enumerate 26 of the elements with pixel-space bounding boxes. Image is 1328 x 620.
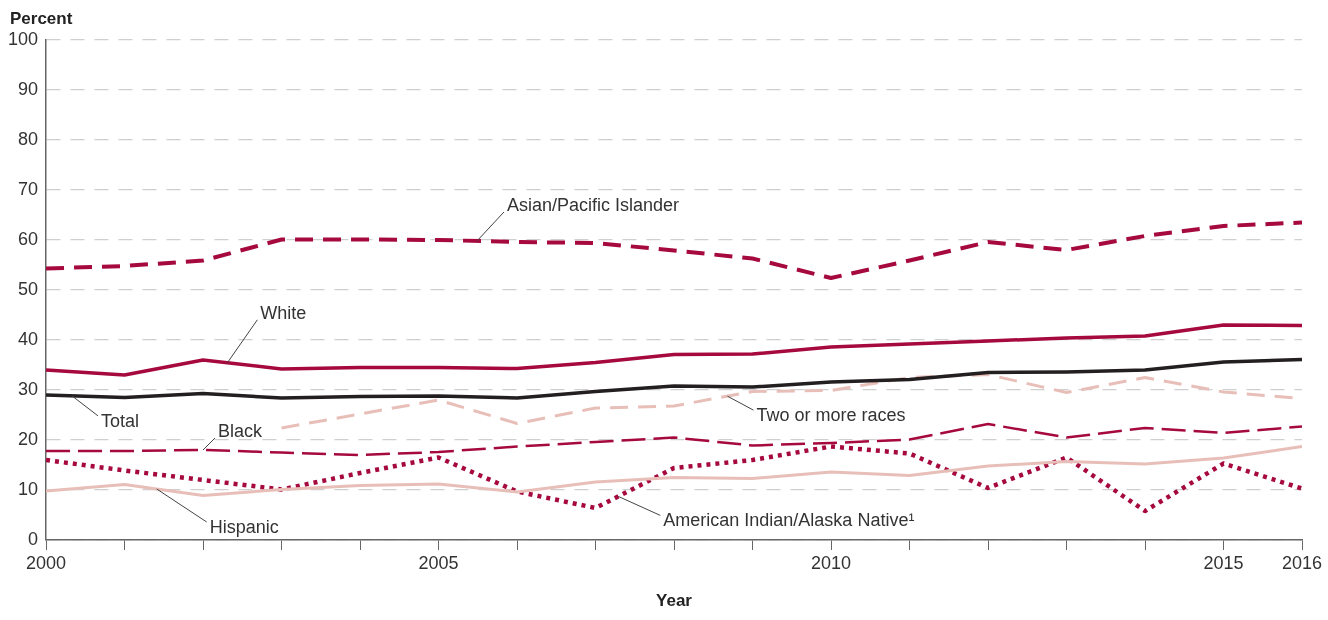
y-tick-label: 60 [18, 228, 39, 249]
series-label: Asian/Pacific Islander [506, 194, 680, 215]
y-tick-label: 70 [18, 178, 39, 199]
y-tick-label: 50 [18, 278, 39, 299]
y-tick-label: 80 [18, 128, 39, 149]
series-label: Total [100, 410, 139, 431]
y-tick-label: 0 [28, 528, 39, 549]
x-tick-label: 2015 [1203, 552, 1244, 573]
line-series [46, 220, 1302, 280]
x-tick-label: 2000 [26, 552, 67, 573]
y-axis-title: Percent [10, 9, 73, 28]
y-tick-label: 40 [18, 328, 39, 349]
series-label: Hispanic [209, 516, 279, 537]
x-tick-label: 2016 [1281, 552, 1323, 573]
y-tick-label: 30 [18, 378, 39, 399]
x-tick-label: 2010 [810, 552, 852, 573]
x-tick-label: 2005 [418, 552, 459, 573]
y-tick-label: 100 [7, 28, 39, 49]
y-tick-label: 90 [18, 78, 39, 99]
y-tick-label: 20 [18, 428, 39, 449]
series-label: Two or more races [756, 405, 906, 426]
text: White [260, 302, 307, 323]
y-tick-label: 10 [18, 478, 39, 499]
series-label: American Indian/Alaska Native¹ [663, 510, 915, 531]
series-label: Black [218, 420, 264, 441]
x-axis-title: Year [656, 591, 693, 611]
